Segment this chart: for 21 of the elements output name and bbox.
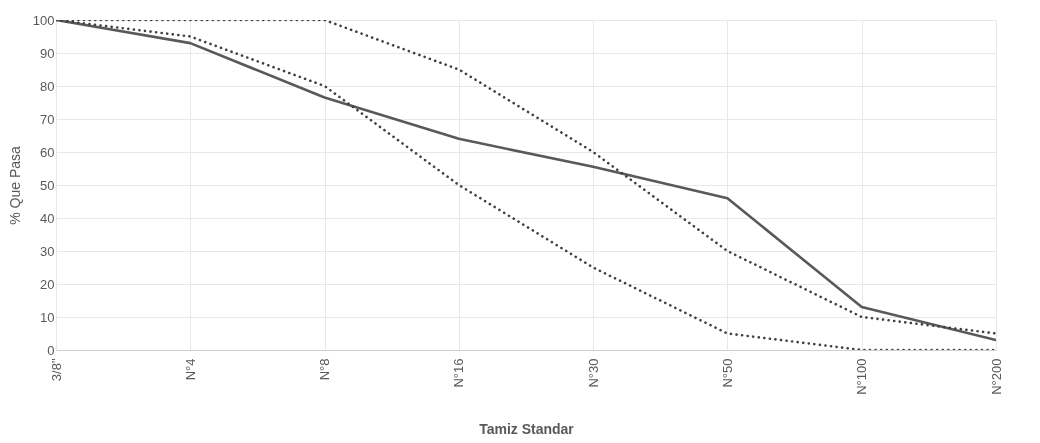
y-tick-label: 100 bbox=[32, 12, 55, 28]
y-axis-title: % Que Pasa bbox=[6, 145, 23, 225]
x-tick-label: N°8 bbox=[317, 358, 333, 381]
x-tick-label: N°50 bbox=[719, 358, 735, 388]
y-tick-label: 40 bbox=[40, 210, 55, 226]
y-tick-label: 30 bbox=[40, 243, 55, 259]
x-axis-title: Tamiz Standar bbox=[479, 420, 575, 437]
y-tick-label: 0 bbox=[47, 342, 55, 358]
x-tick-label: N°200 bbox=[988, 358, 1004, 395]
x-tick-label: N°4 bbox=[182, 358, 198, 381]
x-tick-label: N°16 bbox=[451, 358, 467, 388]
y-tick-label: 70 bbox=[40, 111, 55, 127]
x-tick-label: 3/8" bbox=[48, 358, 64, 382]
y-tick-label: 90 bbox=[40, 45, 55, 61]
y-tick-label: 60 bbox=[40, 144, 55, 160]
y-tick-label: 80 bbox=[40, 78, 55, 94]
y-tick-label: 10 bbox=[40, 309, 55, 325]
x-tick-label: N°100 bbox=[854, 358, 870, 395]
y-tick-label: 50 bbox=[40, 177, 55, 193]
y-tick-label: 20 bbox=[40, 276, 55, 292]
x-tick-label: N°30 bbox=[585, 358, 601, 388]
